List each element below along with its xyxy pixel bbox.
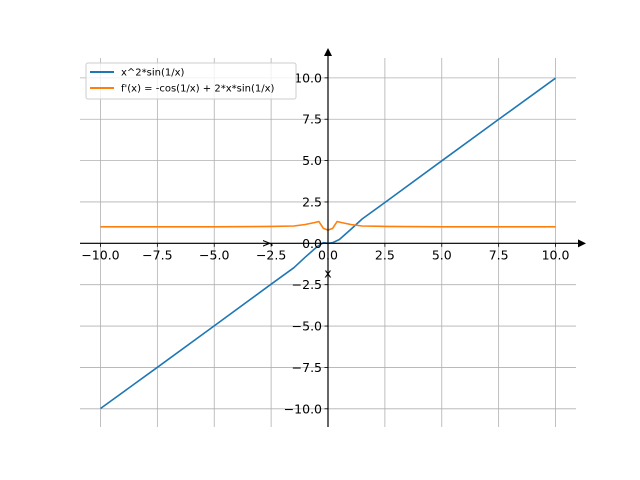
y-tick-label: 2.5 [302,194,322,209]
x-tick-label: −10.0 [81,247,119,262]
x-tick-label: 10.0 [542,247,570,262]
y-tick-label: −5.0 [292,319,322,334]
legend-label-series-2: f'(x) = -cos(1/x) + 2*x*sin(1/x) [121,84,275,95]
legend: x^2*sin(1/x) f'(x) = -cos(1/x) + 2*x*sin… [85,62,297,100]
legend-label-series-1: x^2*sin(1/x) [121,68,185,79]
y-axis-arrow [324,48,332,56]
y-tick-label: 10.0 [294,70,322,85]
y-tick-label: 5.0 [302,153,322,168]
x-tick-label: 7.5 [489,247,509,262]
legend-box [85,62,297,100]
x-tick-label: −7.5 [142,247,172,262]
x-tick-label: −2.5 [256,247,286,262]
y-tick-label: −10.0 [284,401,322,416]
x-tick-label: 2.5 [375,247,395,262]
x-tick-label: 0.0 [318,247,338,262]
x-axis-title: x [324,265,331,280]
y-tick-label: −2.5 [292,277,322,292]
ticks: −10.0 −7.5 −5.0 −2.5 0.0 2.5 5.0 7.5 10.0 −10.0 −7… [81,70,569,416]
y-tick-label: −7.5 [292,360,322,375]
y-axis-title: y [258,239,273,247]
y-tick-label: 0.0 [302,236,322,251]
axes [80,48,586,427]
y-tick-label: 7.5 [302,112,322,127]
x-axis-arrow [578,239,586,248]
x-tick-label: −5.0 [199,247,229,262]
x-tick-label: 5.0 [432,247,452,262]
